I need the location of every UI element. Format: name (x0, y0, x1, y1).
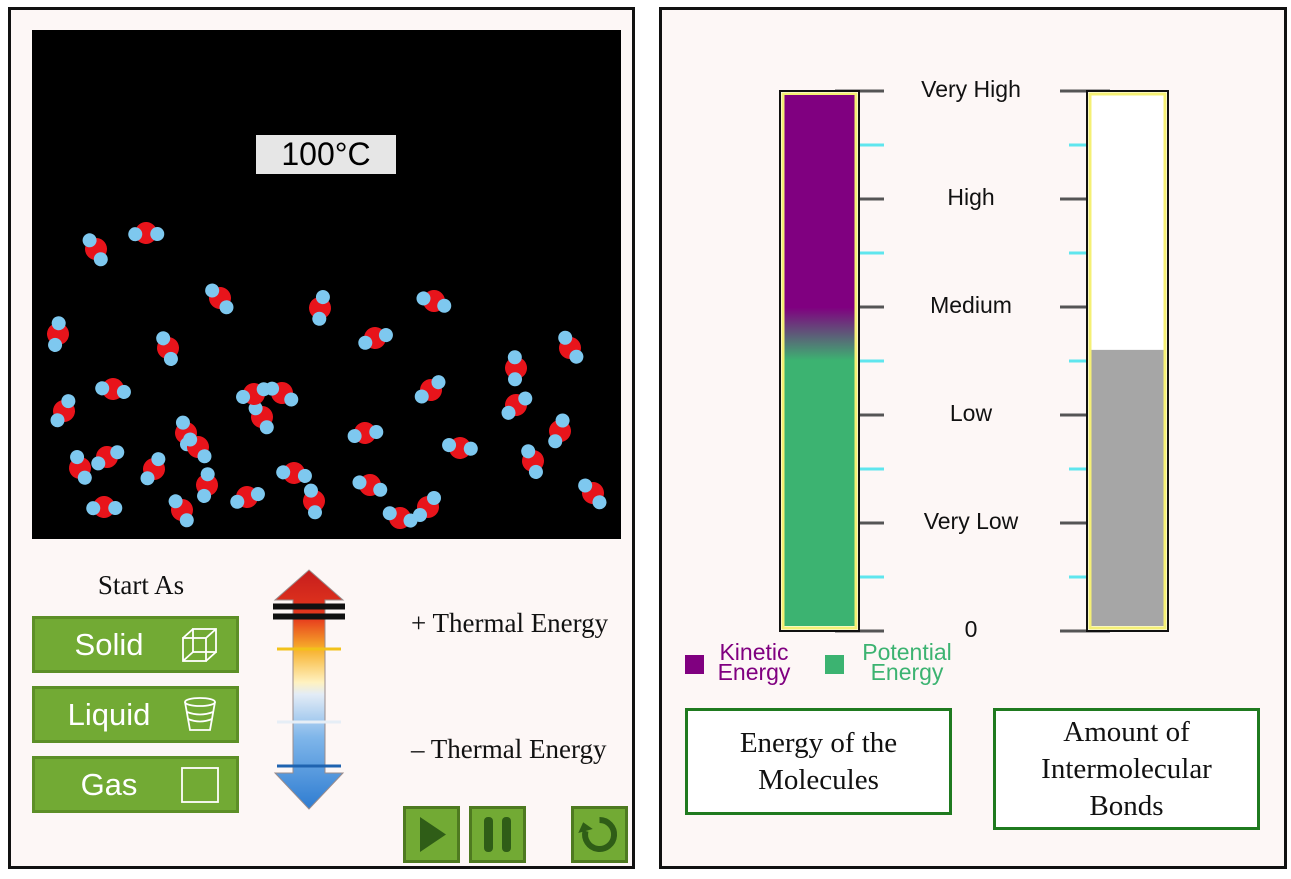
reset-button[interactable] (571, 806, 628, 863)
energy-meter (779, 90, 860, 632)
bonds-button-line3: Bonds (1089, 789, 1164, 822)
kinetic-legend-line2: Energy (717, 659, 791, 685)
scale-low: Low (950, 400, 993, 426)
energy-of-molecules-button[interactable]: Energy of the Molecules (685, 708, 952, 815)
water-molecule (177, 426, 219, 468)
reset-icon (578, 816, 618, 852)
water-molecule (159, 487, 205, 533)
square-icon (181, 767, 219, 803)
start-liquid-label: Liquid (67, 697, 151, 732)
potential-legend-label: Potential Energy (852, 639, 962, 685)
start-gas-button[interactable]: Gas (32, 756, 239, 813)
energy-meter-fill (784, 95, 855, 626)
scale-very-high: Very High (921, 76, 1021, 102)
remove-thermal-energy-label: – Thermal Energy (411, 734, 607, 764)
bonds-button-line2: Intermolecular (1041, 752, 1212, 785)
start-solid-button[interactable]: Solid (32, 616, 239, 673)
water-molecule (295, 283, 344, 332)
potential-legend-line1: Potential (862, 639, 952, 665)
scale-zero: 0 (965, 616, 978, 642)
simulation-panel: 100°C Start As Solid Liquid Gas (8, 7, 635, 869)
kinetic-legend-swatch (685, 655, 704, 674)
water-molecule (435, 423, 484, 472)
start-liquid-button[interactable]: Liquid (32, 686, 239, 743)
start-solid-label: Solid (74, 627, 144, 662)
water-molecule (340, 408, 391, 459)
scale-ticks (835, 89, 1110, 633)
water-molecule (143, 323, 192, 372)
start-as-label: Start As (97, 570, 185, 600)
energy-button-line1: Energy of the (739, 726, 898, 759)
water-molecule (33, 309, 82, 358)
meters-graphic: Very High High Medium Low Very Low 0 (779, 76, 1169, 642)
bonds-meter (1086, 90, 1169, 632)
water-molecule (547, 325, 593, 371)
water-molecule (411, 278, 457, 324)
water-molecule (289, 476, 340, 527)
scale-medium: Medium (930, 292, 1012, 318)
cup-icon (184, 697, 216, 731)
water-molecule (229, 369, 278, 418)
scale-very-low: Very Low (924, 508, 1019, 534)
water-molecule (410, 369, 452, 411)
bonds-meter-fill (1091, 349, 1164, 626)
water-molecule (182, 460, 231, 509)
water-molecule (133, 448, 175, 490)
water-molecule (347, 462, 393, 508)
particle-view: 100°C (32, 30, 621, 539)
water-molecule (199, 277, 241, 319)
water-molecule (572, 472, 614, 514)
water-molecule (495, 384, 537, 426)
thermal-energy-slider[interactable] (273, 568, 345, 811)
play-button[interactable] (403, 806, 460, 863)
water-molecule (88, 364, 137, 413)
start-gas-label: Gas (80, 767, 138, 802)
water-molecule (508, 436, 557, 485)
water-molecule (121, 208, 172, 259)
scale-labels: Very High High Medium Low Very Low 0 (921, 76, 1021, 642)
cube-icon (182, 628, 217, 662)
intermolecular-bonds-button[interactable]: Amount of Intermolecular Bonds (993, 708, 1260, 830)
water-molecule (84, 434, 130, 480)
pause-button[interactable] (469, 806, 526, 863)
potential-legend-swatch (825, 655, 844, 674)
water-molecule (222, 472, 271, 521)
water-molecule (269, 448, 318, 497)
slider-handle[interactable] (273, 603, 345, 620)
water-molecule (43, 390, 85, 432)
bonds-button-line1: Amount of (1063, 715, 1190, 748)
pause-icon (484, 817, 511, 852)
water-molecule (350, 313, 399, 362)
water-molecule (537, 408, 583, 454)
water-molecule (79, 482, 130, 533)
water-molecule (239, 394, 285, 440)
bonds-meter-border (1088, 92, 1167, 630)
water-molecule (73, 226, 119, 272)
water-molecule (377, 495, 423, 539)
temperature-readout: 100°C (256, 135, 396, 174)
energy-meter-border (781, 92, 858, 630)
add-thermal-energy-label: + Thermal Energy (411, 608, 609, 638)
energy-meters-panel: Very High High Medium Low Very Low 0 Kin… (659, 7, 1287, 869)
scale-high: High (947, 184, 994, 210)
play-icon (420, 817, 446, 852)
water-molecule (410, 489, 446, 525)
energy-button-line2: Molecules (758, 763, 879, 796)
water-molecule (55, 443, 104, 492)
potential-legend-line2: Energy (870, 659, 944, 685)
water-molecule (491, 343, 542, 394)
kinetic-legend-line1: Kinetic (719, 639, 789, 665)
kinetic-legend-label: Kinetic Energy (714, 639, 794, 685)
